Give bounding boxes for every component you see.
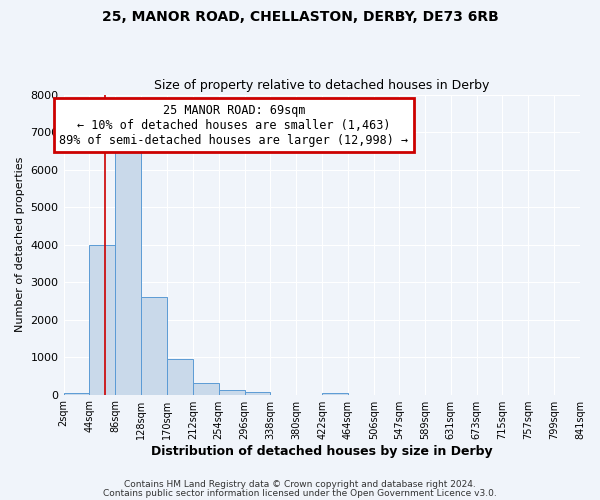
- Bar: [89, 244, 115, 394]
- Bar: [218, 390, 245, 394]
- Bar: [64, 392, 89, 394]
- Bar: [193, 382, 218, 394]
- Y-axis label: Number of detached properties: Number of detached properties: [15, 157, 25, 332]
- Text: 25 MANOR ROAD: 69sqm
← 10% of detached houses are smaller (1,463)
89% of semi-de: 25 MANOR ROAD: 69sqm ← 10% of detached h…: [59, 104, 409, 146]
- Text: Contains public sector information licensed under the Open Government Licence v3: Contains public sector information licen…: [103, 489, 497, 498]
- Bar: [245, 392, 271, 394]
- Text: Contains HM Land Registry data © Crown copyright and database right 2024.: Contains HM Land Registry data © Crown c…: [124, 480, 476, 489]
- Bar: [322, 393, 348, 394]
- Title: Size of property relative to detached houses in Derby: Size of property relative to detached ho…: [154, 79, 490, 92]
- Text: 25, MANOR ROAD, CHELLASTON, DERBY, DE73 6RB: 25, MANOR ROAD, CHELLASTON, DERBY, DE73 …: [101, 10, 499, 24]
- Bar: [167, 358, 193, 394]
- Bar: [141, 297, 167, 394]
- Bar: [115, 147, 141, 394]
- X-axis label: Distribution of detached houses by size in Derby: Distribution of detached houses by size …: [151, 444, 493, 458]
